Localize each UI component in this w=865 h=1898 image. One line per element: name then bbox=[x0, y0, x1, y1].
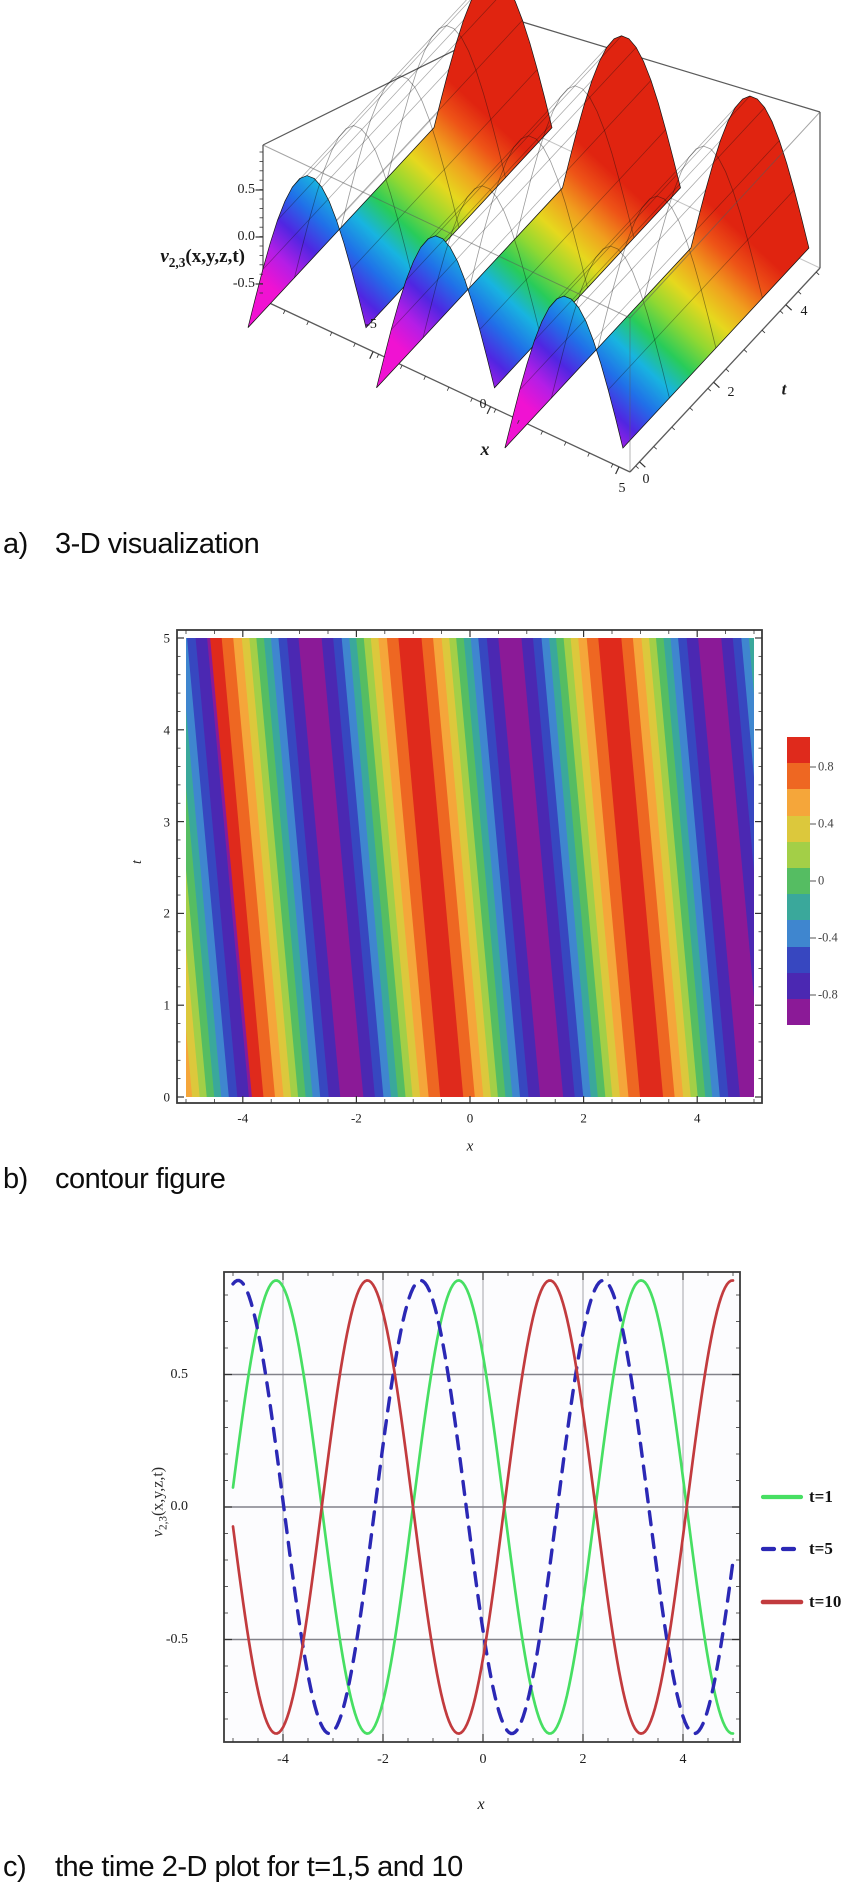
surface-z-tick-label: 0.0 bbox=[237, 229, 256, 244]
surface-ridge bbox=[247, 0, 553, 329]
contour-y-tick-label: 3 bbox=[163, 814, 171, 830]
legend-label-t10: t=10 bbox=[809, 1592, 842, 1611]
surface-t-tick-label: 2 bbox=[727, 385, 735, 400]
surface-x-tick-label: 0 bbox=[479, 397, 487, 412]
contour-plot-area bbox=[186, 638, 754, 1097]
colorbar bbox=[787, 737, 810, 1026]
surface-t-tick-label: 0 bbox=[642, 472, 650, 487]
colorbar-segment bbox=[787, 998, 810, 1026]
lineplot-x-tick-label: 2 bbox=[579, 1752, 587, 1767]
caption-c-prefix: c) bbox=[3, 1851, 27, 1883]
colorbar-tick-label: 0 bbox=[818, 873, 825, 888]
lineplot-x-tick-label: -4 bbox=[277, 1752, 289, 1767]
colorbar-segment bbox=[787, 789, 810, 816]
caption-b-prefix: b) bbox=[3, 1163, 28, 1195]
surface-ridge bbox=[504, 95, 810, 449]
series-t-5 bbox=[231, 1278, 735, 1736]
lineplot-y-label-var: v bbox=[149, 1530, 167, 1538]
caption-a: a) 3-D visualization bbox=[3, 528, 260, 561]
surface-x-tick-label: -5 bbox=[365, 317, 377, 332]
colorbar-segment bbox=[787, 815, 810, 842]
caption-b-text: contour figure bbox=[55, 1163, 226, 1195]
colorbar-tick-label: -0.4 bbox=[818, 930, 838, 945]
legend-label-t1: t=1 bbox=[809, 1487, 833, 1506]
contour-x-tick-label: 2 bbox=[580, 1110, 587, 1126]
caption-c-text: the time 2-D plot for t=1,5 and 10 bbox=[55, 1851, 463, 1883]
surface-ridge bbox=[376, 35, 681, 389]
series-t-10 bbox=[231, 1278, 735, 1736]
colorbar-tick-label: -0.8 bbox=[818, 987, 838, 1002]
colorbar-segment bbox=[787, 894, 810, 921]
colorbar-segment bbox=[787, 867, 810, 895]
surface-t-tick-label: 4 bbox=[800, 304, 808, 319]
contour-y-tick-label: 4 bbox=[163, 722, 171, 738]
colorbar-tick-label: 0.8 bbox=[818, 759, 834, 774]
colorbar-segment bbox=[787, 737, 810, 764]
contour-y-tick-label: 2 bbox=[163, 905, 171, 921]
surface-x-axis-label: x bbox=[480, 439, 490, 459]
contour-x-tick-label: -2 bbox=[350, 1110, 362, 1126]
series-t-1 bbox=[231, 1278, 735, 1736]
contour-y-tick-label: 0 bbox=[163, 1089, 171, 1105]
contour-y-tick-label: 5 bbox=[163, 630, 171, 646]
contour-x-tick-label: -4 bbox=[237, 1110, 249, 1126]
surface-z-tick-label: 0.5 bbox=[237, 182, 256, 197]
colorbar-segment bbox=[787, 972, 810, 999]
z-axis-label-subscript: 2,3 bbox=[168, 254, 186, 270]
lineplot-x-axis-label: x bbox=[477, 1796, 485, 1813]
colorbar-segment bbox=[787, 946, 810, 973]
surface-x-tick-label: 5 bbox=[618, 481, 626, 496]
contour-x-tick-label: 0 bbox=[466, 1110, 474, 1126]
caption-c: c) the time 2-D plot for t=1,5 and 10 bbox=[3, 1851, 463, 1884]
z-axis-label-var: v bbox=[160, 245, 169, 267]
colorbar-tick-label: 0.4 bbox=[818, 816, 834, 831]
lineplot-y-label-args: (x,y,z,t) bbox=[149, 1466, 167, 1517]
surface-z-tick-label: -0.5 bbox=[232, 276, 255, 291]
caption-a-prefix: a) bbox=[3, 528, 28, 560]
lineplot-x-tick-label: 4 bbox=[679, 1752, 687, 1767]
colorbar-segment bbox=[787, 841, 810, 868]
contour-x-axis-label: x bbox=[466, 1138, 474, 1155]
contour-y-tick-label: 1 bbox=[163, 997, 171, 1013]
colorbar-segment bbox=[787, 763, 810, 790]
lineplot-y-tick-label: 0.5 bbox=[170, 1366, 189, 1382]
colorbar-segment bbox=[787, 920, 810, 947]
z-axis-label-args: (x,y,z,t) bbox=[185, 245, 245, 267]
lineplot-x-tick-label: 0 bbox=[479, 1752, 487, 1767]
z-axis-label: v2,3(x,y,z,t) bbox=[160, 247, 245, 269]
contour-stripes bbox=[186, 638, 754, 1097]
lineplot-y-tick-label: 0.0 bbox=[170, 1499, 189, 1514]
lineplot-x-tick-label: -2 bbox=[377, 1752, 389, 1767]
contour-y-axis-label: t bbox=[130, 860, 145, 864]
lineplot-y-tick-label: -0.5 bbox=[165, 1631, 188, 1647]
contour-x-tick-label: 4 bbox=[693, 1110, 701, 1126]
caption-a-text: 3-D visualization bbox=[55, 528, 260, 560]
lineplot-y-label-subscript: 2,3 bbox=[157, 1516, 170, 1531]
surface-t-axis-label: t bbox=[781, 379, 787, 399]
lineplot-y-axis-label: v2,3(x,y,z,t) bbox=[149, 1466, 170, 1538]
legend-label-t5: t=5 bbox=[809, 1539, 833, 1558]
caption-b: b) contour figure bbox=[3, 1163, 226, 1196]
